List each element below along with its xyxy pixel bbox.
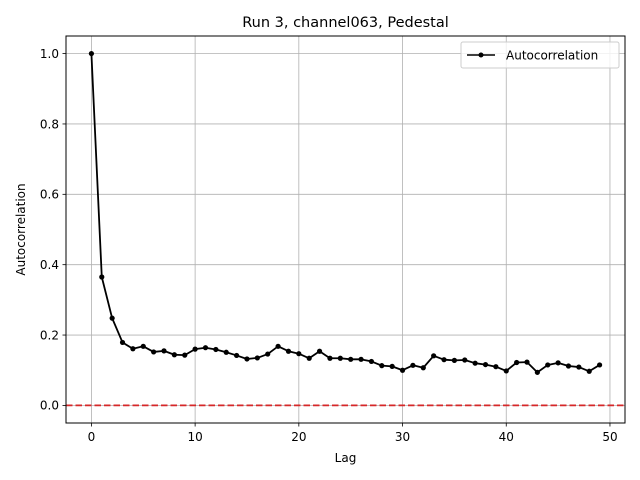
data-point <box>202 345 209 351</box>
data-point <box>265 351 271 357</box>
data-point <box>482 361 489 368</box>
x-axis-label: Lag <box>335 451 357 465</box>
data-point <box>565 363 572 369</box>
data-point <box>389 363 395 369</box>
data-point <box>296 351 302 357</box>
data-point <box>586 368 592 374</box>
data-point <box>109 315 115 321</box>
data-point <box>431 353 437 359</box>
data-point <box>161 348 167 354</box>
data-point <box>514 359 520 366</box>
data-point <box>472 360 478 366</box>
data-point <box>410 362 416 368</box>
data-point <box>441 357 447 363</box>
data-point <box>234 352 240 359</box>
x-tick-label: 40 <box>499 430 514 444</box>
data-point <box>213 346 219 353</box>
legend-label: Autocorrelation <box>506 49 598 63</box>
data-point <box>596 362 603 368</box>
data-point <box>171 352 177 358</box>
chart-title: Run 3, channel063, Pedestal <box>242 15 449 31</box>
data-point <box>182 352 188 358</box>
y-tick-label: 0.0 <box>40 399 59 413</box>
data-point <box>88 50 95 57</box>
data-point <box>151 349 157 355</box>
data-point <box>503 368 509 374</box>
x-tick-label: 50 <box>602 430 617 444</box>
y-axis-ticks: 0.0 0.2 0.4 0.6 0.8 1.0 <box>40 47 66 413</box>
y-tick-label: 0.2 <box>40 328 59 342</box>
data-point <box>368 358 375 365</box>
data-point <box>524 359 530 365</box>
series-group <box>88 50 603 375</box>
data-point <box>348 356 354 362</box>
data-point <box>119 339 126 346</box>
y-axis-label: Autocorrelation <box>14 183 28 275</box>
data-point <box>399 367 406 373</box>
data-point <box>379 363 385 369</box>
data-point <box>555 360 561 366</box>
legend-box <box>460 41 620 69</box>
data-point <box>99 274 105 280</box>
data-point <box>254 355 260 361</box>
x-tick-label: 30 <box>395 430 410 444</box>
data-point <box>192 346 198 352</box>
data-point <box>244 356 250 362</box>
x-tick-label: 10 <box>187 430 202 444</box>
data-point <box>462 357 468 363</box>
data-point <box>451 357 457 363</box>
plot-frame <box>65 35 626 424</box>
data-point <box>316 348 323 354</box>
data-point <box>545 362 551 368</box>
data-point <box>576 364 582 370</box>
data-point <box>534 369 540 375</box>
x-tick-label: 20 <box>291 430 306 444</box>
data-point <box>327 355 333 361</box>
legend: Autocorrelation <box>460 41 620 69</box>
data-point <box>285 348 292 354</box>
data-point <box>493 364 499 370</box>
data-point <box>140 343 146 349</box>
data-point <box>275 343 281 349</box>
data-point <box>223 349 229 355</box>
data-point <box>358 356 364 362</box>
legend-marker-swatch <box>478 52 484 58</box>
grid-lines <box>66 36 625 423</box>
y-tick-label: 1.0 <box>40 47 59 61</box>
data-point <box>306 355 312 361</box>
y-tick-label: 0.8 <box>40 117 59 131</box>
x-axis-ticks: 0 10 20 30 40 50 <box>88 423 618 444</box>
y-tick-label: 0.4 <box>40 258 59 272</box>
data-point <box>130 346 136 352</box>
x-tick-label: 0 <box>88 430 96 444</box>
data-point <box>420 365 426 371</box>
data-point <box>337 355 343 361</box>
y-tick-label: 0.6 <box>40 188 59 202</box>
